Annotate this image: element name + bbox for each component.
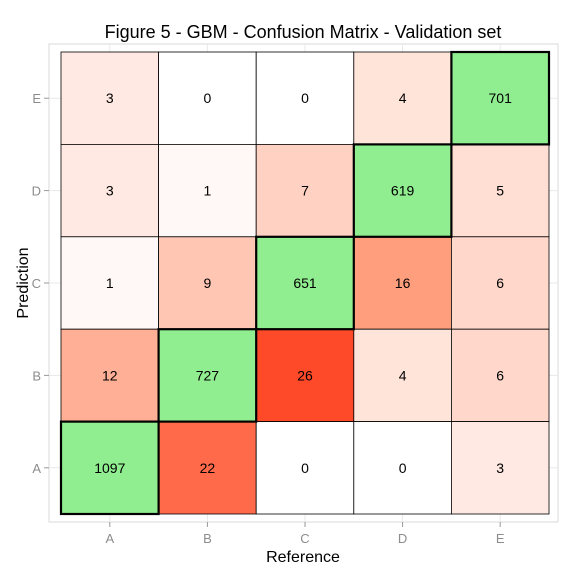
diagonal-cell-border [450,50,551,146]
cell-value-label: 727 [196,367,220,383]
y-axis-ticks: A B C D E [32,91,49,476]
matrix-cell [353,143,452,238]
cell-value-label: 1097 [94,460,125,476]
diagonal-cell-border [352,143,453,238]
matrix-cell [255,51,355,145]
matrix-cell [158,143,257,238]
matrix-cell [60,236,159,330]
cell-value-label: 7 [301,183,309,199]
y-tick-label: D [32,184,41,199]
cell-value-label: 16 [395,275,411,291]
cell-value-label: 12 [102,367,118,383]
cell-value-label: 0 [204,90,212,106]
matrix-cell [255,328,355,423]
matrix-cell [353,51,452,145]
matrix-cell [450,236,550,330]
x-tick-label: A [105,531,114,546]
x-tick-label: D [398,531,407,546]
x-axis-label: Reference [266,549,340,566]
y-tick-label: E [32,91,41,106]
cell-value-label: 4 [399,367,407,383]
cell-value-label: 3 [106,183,114,199]
matrix-cell [353,328,452,423]
matrix-cell [255,421,355,515]
diagonal-cell-border [59,420,160,516]
matrix-cell [60,421,159,515]
cell-value-label: 6 [496,367,504,383]
diagonal-cell-border [157,328,258,423]
cell-value-label: 22 [200,460,216,476]
diagonal-cell-border [255,235,355,331]
chart-title: Figure 5 - GBM - Confusion Matrix - Vali… [105,22,502,42]
matrix-cell [353,421,452,515]
matrix-cell [60,51,159,145]
cell-value-label: 619 [391,183,415,199]
cell-value-label: 4 [399,90,407,106]
cell-value-label: 1 [204,183,212,199]
cell-value-label: 651 [293,275,317,291]
matrix-cell [450,421,550,515]
matrix-cell [450,328,550,423]
cell-value-label: 9 [204,275,212,291]
y-tick-label: A [32,461,41,476]
cell-value-label: 0 [399,460,407,476]
cells-layer: 3 0 0 4 701 3 1 7 619 5 1 9 651 16 6 12 727 26 4 6 1097 22 0 0 3 [59,50,551,516]
cell-value-label: 0 [301,90,309,106]
cell-value-label: 6 [496,275,504,291]
y-axis-label: Prediction [15,247,32,318]
matrix-cell [158,236,257,330]
cell-value-label: 0 [301,460,309,476]
x-tick-label: B [203,531,212,546]
cell-value-label: 26 [297,367,313,383]
cell-value-label: 3 [106,90,114,106]
x-axis-ticks: A B C D E [105,522,505,546]
matrix-cell [60,143,159,238]
y-tick-label: B [32,368,41,383]
cell-value-label: 1 [106,275,114,291]
cell-value-label: 5 [496,183,504,199]
x-tick-label: E [496,531,505,546]
matrix-cell [450,51,550,145]
matrix-cell [450,143,550,238]
cell-value-label: 3 [496,460,504,476]
y-tick-label: C [32,276,41,291]
x-tick-label: C [300,531,309,546]
matrix-cell [158,421,257,515]
cell-value-label: 701 [489,90,513,106]
matrix-cell [255,143,355,238]
